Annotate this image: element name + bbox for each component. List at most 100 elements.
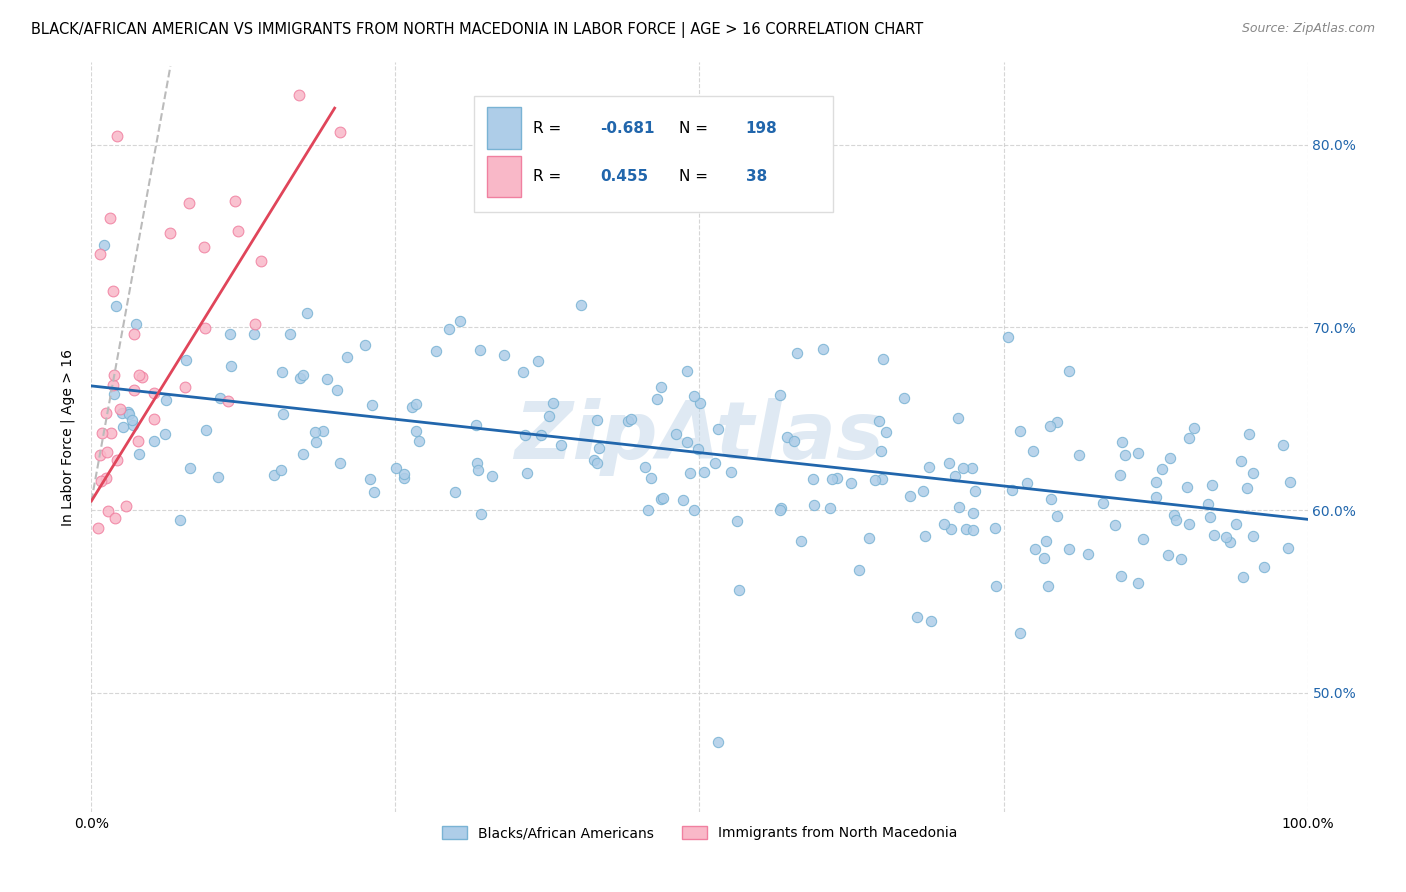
- Point: [650, 491, 672, 506]
- Point: [1166, 512, 1188, 526]
- FancyBboxPatch shape: [474, 96, 834, 212]
- Point: [217, 393, 239, 408]
- Point: [250, 254, 273, 268]
- Point: [983, 520, 1005, 534]
- Point: [465, 417, 488, 432]
- Point: [1239, 427, 1261, 442]
- Point: [818, 501, 841, 516]
- Point: [112, 420, 135, 434]
- Point: [304, 425, 326, 439]
- Point: [143, 412, 166, 426]
- Point: [858, 531, 880, 545]
- Point: [952, 461, 974, 475]
- Point: [914, 529, 936, 543]
- Point: [1202, 528, 1225, 542]
- Point: [647, 392, 669, 406]
- Point: [105, 453, 128, 467]
- Point: [707, 735, 730, 749]
- Point: [242, 327, 264, 342]
- Point: [725, 514, 748, 528]
- Point: [1077, 547, 1099, 561]
- Point: [1144, 475, 1167, 489]
- Point: [270, 463, 292, 477]
- Point: [221, 359, 243, 373]
- Point: [292, 368, 315, 383]
- Point: [898, 489, 921, 503]
- Point: [1215, 530, 1237, 544]
- Point: [219, 326, 242, 341]
- Point: [121, 413, 143, 427]
- Point: [665, 427, 688, 442]
- Text: N =: N =: [679, 169, 713, 185]
- Point: [468, 343, 491, 357]
- Point: [720, 465, 742, 479]
- Point: [408, 434, 430, 448]
- Text: Source: ZipAtlas.com: Source: ZipAtlas.com: [1241, 22, 1375, 36]
- Point: [270, 365, 292, 379]
- Point: [543, 396, 565, 410]
- Point: [918, 460, 941, 475]
- Point: [965, 483, 987, 498]
- Point: [1001, 483, 1024, 497]
- Point: [962, 506, 984, 520]
- Point: [960, 460, 983, 475]
- Point: [586, 456, 609, 470]
- Point: [1114, 448, 1136, 462]
- Point: [1232, 569, 1254, 583]
- Point: [1277, 541, 1299, 556]
- Point: [1198, 510, 1220, 524]
- Point: [569, 298, 592, 312]
- Text: ZipAtlas: ZipAtlas: [515, 398, 884, 476]
- Point: [786, 346, 808, 360]
- Point: [682, 502, 704, 516]
- Point: [363, 484, 385, 499]
- Point: [620, 411, 643, 425]
- Text: -0.681: -0.681: [600, 120, 654, 136]
- Point: [108, 402, 131, 417]
- Point: [1109, 569, 1132, 583]
- Point: [1008, 625, 1031, 640]
- Point: [292, 447, 315, 461]
- Point: [128, 368, 150, 383]
- Point: [1230, 454, 1253, 468]
- Point: [1108, 468, 1130, 483]
- Point: [159, 226, 181, 240]
- Point: [305, 435, 328, 450]
- Point: [467, 462, 489, 476]
- Point: [1241, 529, 1264, 543]
- Point: [1024, 541, 1046, 556]
- Text: 198: 198: [745, 120, 778, 136]
- Point: [588, 441, 610, 455]
- Text: R =: R =: [533, 169, 567, 185]
- Point: [177, 196, 200, 211]
- Point: [312, 425, 335, 439]
- Point: [98, 211, 121, 225]
- Point: [912, 484, 935, 499]
- Point: [465, 456, 488, 470]
- Point: [1236, 481, 1258, 495]
- Point: [1253, 560, 1275, 574]
- Point: [1170, 551, 1192, 566]
- Text: BLACK/AFRICAN AMERICAN VS IMMIGRANTS FROM NORTH MACEDONIA IN LABOR FORCE | AGE >: BLACK/AFRICAN AMERICAN VS IMMIGRANTS FRO…: [31, 22, 924, 38]
- Point: [637, 503, 659, 517]
- Point: [90, 474, 112, 488]
- Point: [316, 372, 339, 386]
- Point: [329, 456, 352, 470]
- Point: [769, 503, 792, 517]
- Point: [1278, 475, 1301, 490]
- Point: [101, 284, 124, 298]
- Point: [494, 348, 516, 362]
- Point: [1035, 534, 1057, 549]
- Point: [803, 499, 825, 513]
- Point: [104, 299, 127, 313]
- Point: [127, 434, 149, 448]
- Point: [271, 407, 294, 421]
- Point: [1178, 431, 1201, 445]
- Point: [1271, 438, 1294, 452]
- Point: [1057, 542, 1080, 557]
- Point: [1111, 434, 1133, 449]
- Point: [143, 434, 166, 448]
- Point: [790, 534, 813, 549]
- Point: [124, 318, 146, 332]
- Point: [481, 468, 503, 483]
